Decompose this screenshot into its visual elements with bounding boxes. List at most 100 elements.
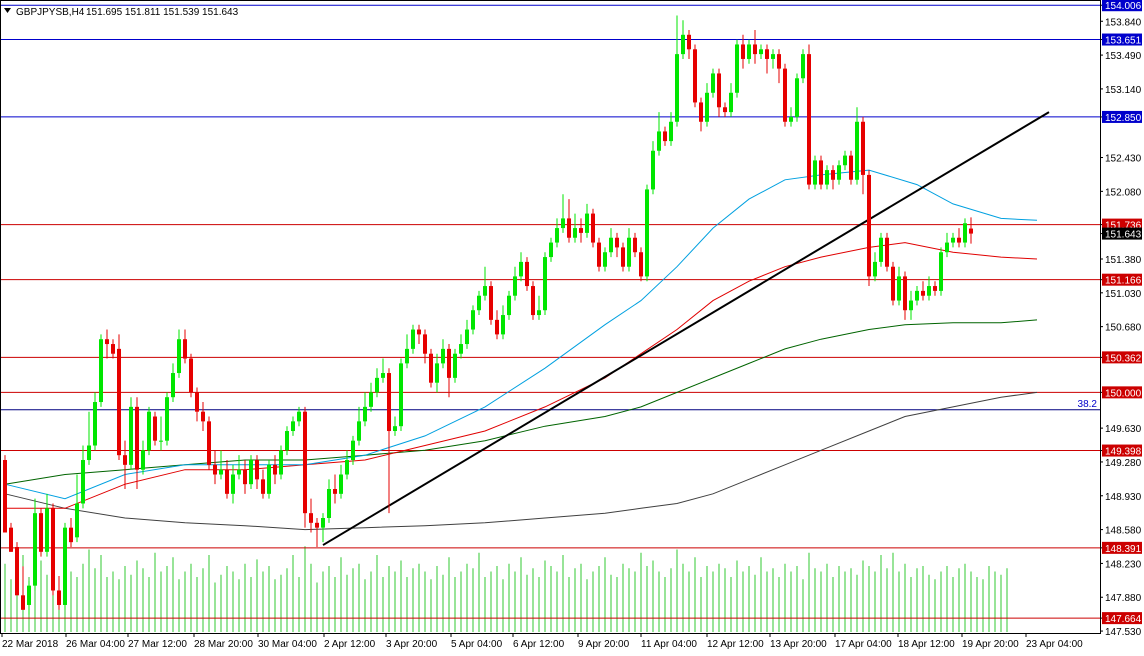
candle-bear [225, 469, 229, 494]
y-tick-label: 148.580 [1105, 526, 1142, 537]
candle-bear [693, 49, 697, 103]
candle-bull [381, 373, 385, 378]
candle-bear [15, 546, 19, 596]
y-tick-label: 148.391 [1105, 544, 1142, 555]
candle-bull [909, 300, 913, 311]
candle-bear [417, 329, 421, 335]
y-tick-label: 153.490 [1105, 51, 1142, 62]
candle-bull [789, 116, 793, 122]
candle-bear [3, 460, 7, 533]
candle-bull [93, 402, 97, 446]
candle-bear [489, 286, 493, 320]
triangle-down-icon[interactable] [4, 8, 11, 13]
candle-bear [243, 469, 247, 485]
candle-bull [453, 353, 457, 378]
candle-bear [861, 121, 865, 175]
x-tick-label: 3 Apr 20:00 [386, 639, 438, 650]
candle-bull [267, 464, 271, 494]
candle-bull [375, 377, 379, 393]
x-tick-label: 12 Apr 12:00 [707, 639, 764, 650]
y-tick-label: 151.736 [1105, 221, 1142, 232]
candle-bull [795, 78, 799, 117]
candle-bull [471, 310, 475, 330]
candle-bull [585, 213, 589, 233]
x-tick-label: 23 Apr 04:00 [1026, 639, 1083, 650]
candle-bear [819, 160, 823, 185]
candle-bear [885, 237, 889, 267]
candle-bull [813, 160, 817, 185]
candle-bull [219, 469, 223, 475]
y-tick-label: 148.930 [1105, 492, 1142, 503]
candle-bear [741, 44, 745, 59]
y-tick-label: 150.680 [1105, 323, 1142, 334]
candle-bear [933, 286, 937, 291]
y-tick-label: 149.280 [1105, 458, 1142, 469]
x-tick-label: 19 Apr 20:00 [962, 639, 1019, 650]
candle-bull [237, 469, 241, 475]
price-label-box [1102, 110, 1142, 123]
plot-border [0, 0, 1101, 634]
candle-bear [9, 527, 13, 552]
candle-bear [597, 242, 601, 267]
y-tick-label: 152.080 [1105, 187, 1142, 198]
candle-bull [939, 252, 943, 291]
candle-bear [69, 527, 73, 543]
candle-bull [141, 450, 145, 470]
candle-bull [705, 92, 709, 122]
price-label-box [1102, 0, 1142, 12]
candle-bull [441, 348, 445, 364]
candle-bull [963, 223, 967, 243]
candle-bear [969, 228, 973, 234]
y-tick-label: 153.651 [1105, 36, 1142, 47]
candle-bear [723, 107, 727, 113]
candle-bear [21, 595, 25, 610]
candle-bull [285, 431, 289, 451]
candle-bull [33, 513, 37, 586]
candle-bull [435, 363, 439, 383]
candle-bull [507, 295, 511, 316]
candle-bear [495, 319, 499, 335]
candle-bull [465, 329, 469, 345]
candle-bull [339, 474, 343, 494]
y-tick-label: 151.380 [1105, 255, 1142, 266]
candle-bull [357, 421, 361, 441]
candle-bull [627, 237, 631, 267]
y-tick-label: 153.840 [1105, 17, 1142, 28]
candle-bear [579, 228, 583, 233]
price-label-box [1102, 33, 1142, 46]
candle-bull [915, 290, 919, 301]
candle-bull [363, 406, 367, 422]
candle-bull [249, 460, 253, 485]
price-label-box [1102, 351, 1142, 364]
x-tick-label: 5 Apr 04:00 [451, 639, 503, 650]
y-tick-label: 154.006 [1105, 1, 1142, 12]
candle-bear [957, 237, 961, 243]
candle-bear [117, 348, 121, 456]
candle-bull [879, 237, 883, 262]
candle-bear [807, 54, 811, 185]
trendline[interactable] [322, 111, 1050, 546]
fib-level-label: 38.2 [1078, 399, 1098, 410]
candle-bull [759, 49, 763, 55]
y-tick-label: 151.030 [1105, 289, 1142, 300]
candle-bear [615, 237, 619, 248]
candle-bear [567, 218, 571, 238]
candle-bull [291, 421, 295, 432]
candle-bull [603, 252, 607, 267]
candle-bull [651, 150, 655, 190]
y-tick-label: 153.140 [1105, 85, 1142, 96]
candle-bear [135, 406, 139, 470]
candle-bear [591, 213, 595, 243]
x-tick-label: 30 Mar 04:00 [258, 639, 317, 650]
candle-bull [159, 440, 163, 442]
candle-bull [801, 54, 805, 79]
candle-bear [213, 464, 217, 475]
candle-bull [951, 237, 955, 243]
candle-bear [309, 513, 313, 523]
candle-bear [429, 353, 433, 383]
candle-bull [561, 218, 565, 229]
candle-bear [921, 290, 925, 296]
candle-bear [867, 174, 871, 277]
x-tick-label: 28 Mar 20:00 [194, 639, 253, 650]
